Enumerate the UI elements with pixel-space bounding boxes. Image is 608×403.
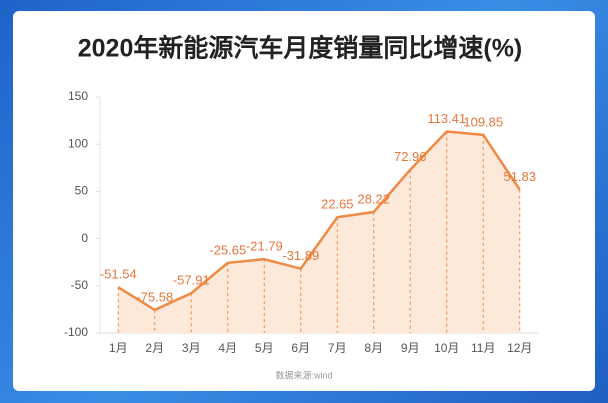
data-label: -75.58 (136, 289, 173, 304)
line (117, 130, 521, 312)
data-label: -31.89 (282, 248, 319, 263)
x-tick-label: 5月 (255, 341, 274, 355)
y-tick-label: -50 (71, 278, 89, 292)
data-label: 109.85 (463, 114, 503, 129)
data-label: -21.79 (246, 239, 283, 254)
chart-title: 2020年新能源汽车月度销量同比增速(%) (78, 34, 523, 63)
x-tick-label: 11月 (471, 341, 495, 355)
x-tick-label: 8月 (364, 341, 383, 355)
x-tick-label: 9月 (401, 341, 420, 355)
area (118, 131, 520, 333)
x-tick-label: 12月 (507, 341, 532, 355)
y-tick-label: 0 (81, 231, 88, 245)
data-label: -57.91 (173, 273, 210, 288)
x-tick-label: 4月 (218, 341, 237, 355)
data-label: -51.54 (100, 267, 137, 282)
data-label: -25.65 (209, 242, 246, 257)
x-tick-label: 3月 (182, 341, 201, 355)
x-tick-label: 6月 (291, 341, 310, 355)
x-tick-label: 2月 (145, 341, 164, 355)
data-label: 22.65 (321, 197, 354, 212)
y-tick-label: 100 (68, 136, 88, 150)
source-note: 数据来源:wind (275, 369, 332, 380)
y-tick-label: -100 (64, 325, 88, 339)
data-label: 113.41 (427, 111, 466, 126)
x-tick-label: 10月 (434, 341, 459, 355)
x-tick-label: 1月 (109, 341, 128, 355)
x-tick-label: 7月 (328, 341, 347, 355)
data-label: 72.96 (394, 149, 427, 164)
y-tick-label: 150 (68, 89, 88, 103)
data-label: 28.22 (357, 191, 390, 206)
y-tick-label: 50 (75, 184, 89, 198)
data-label: 51.83 (503, 169, 536, 184)
